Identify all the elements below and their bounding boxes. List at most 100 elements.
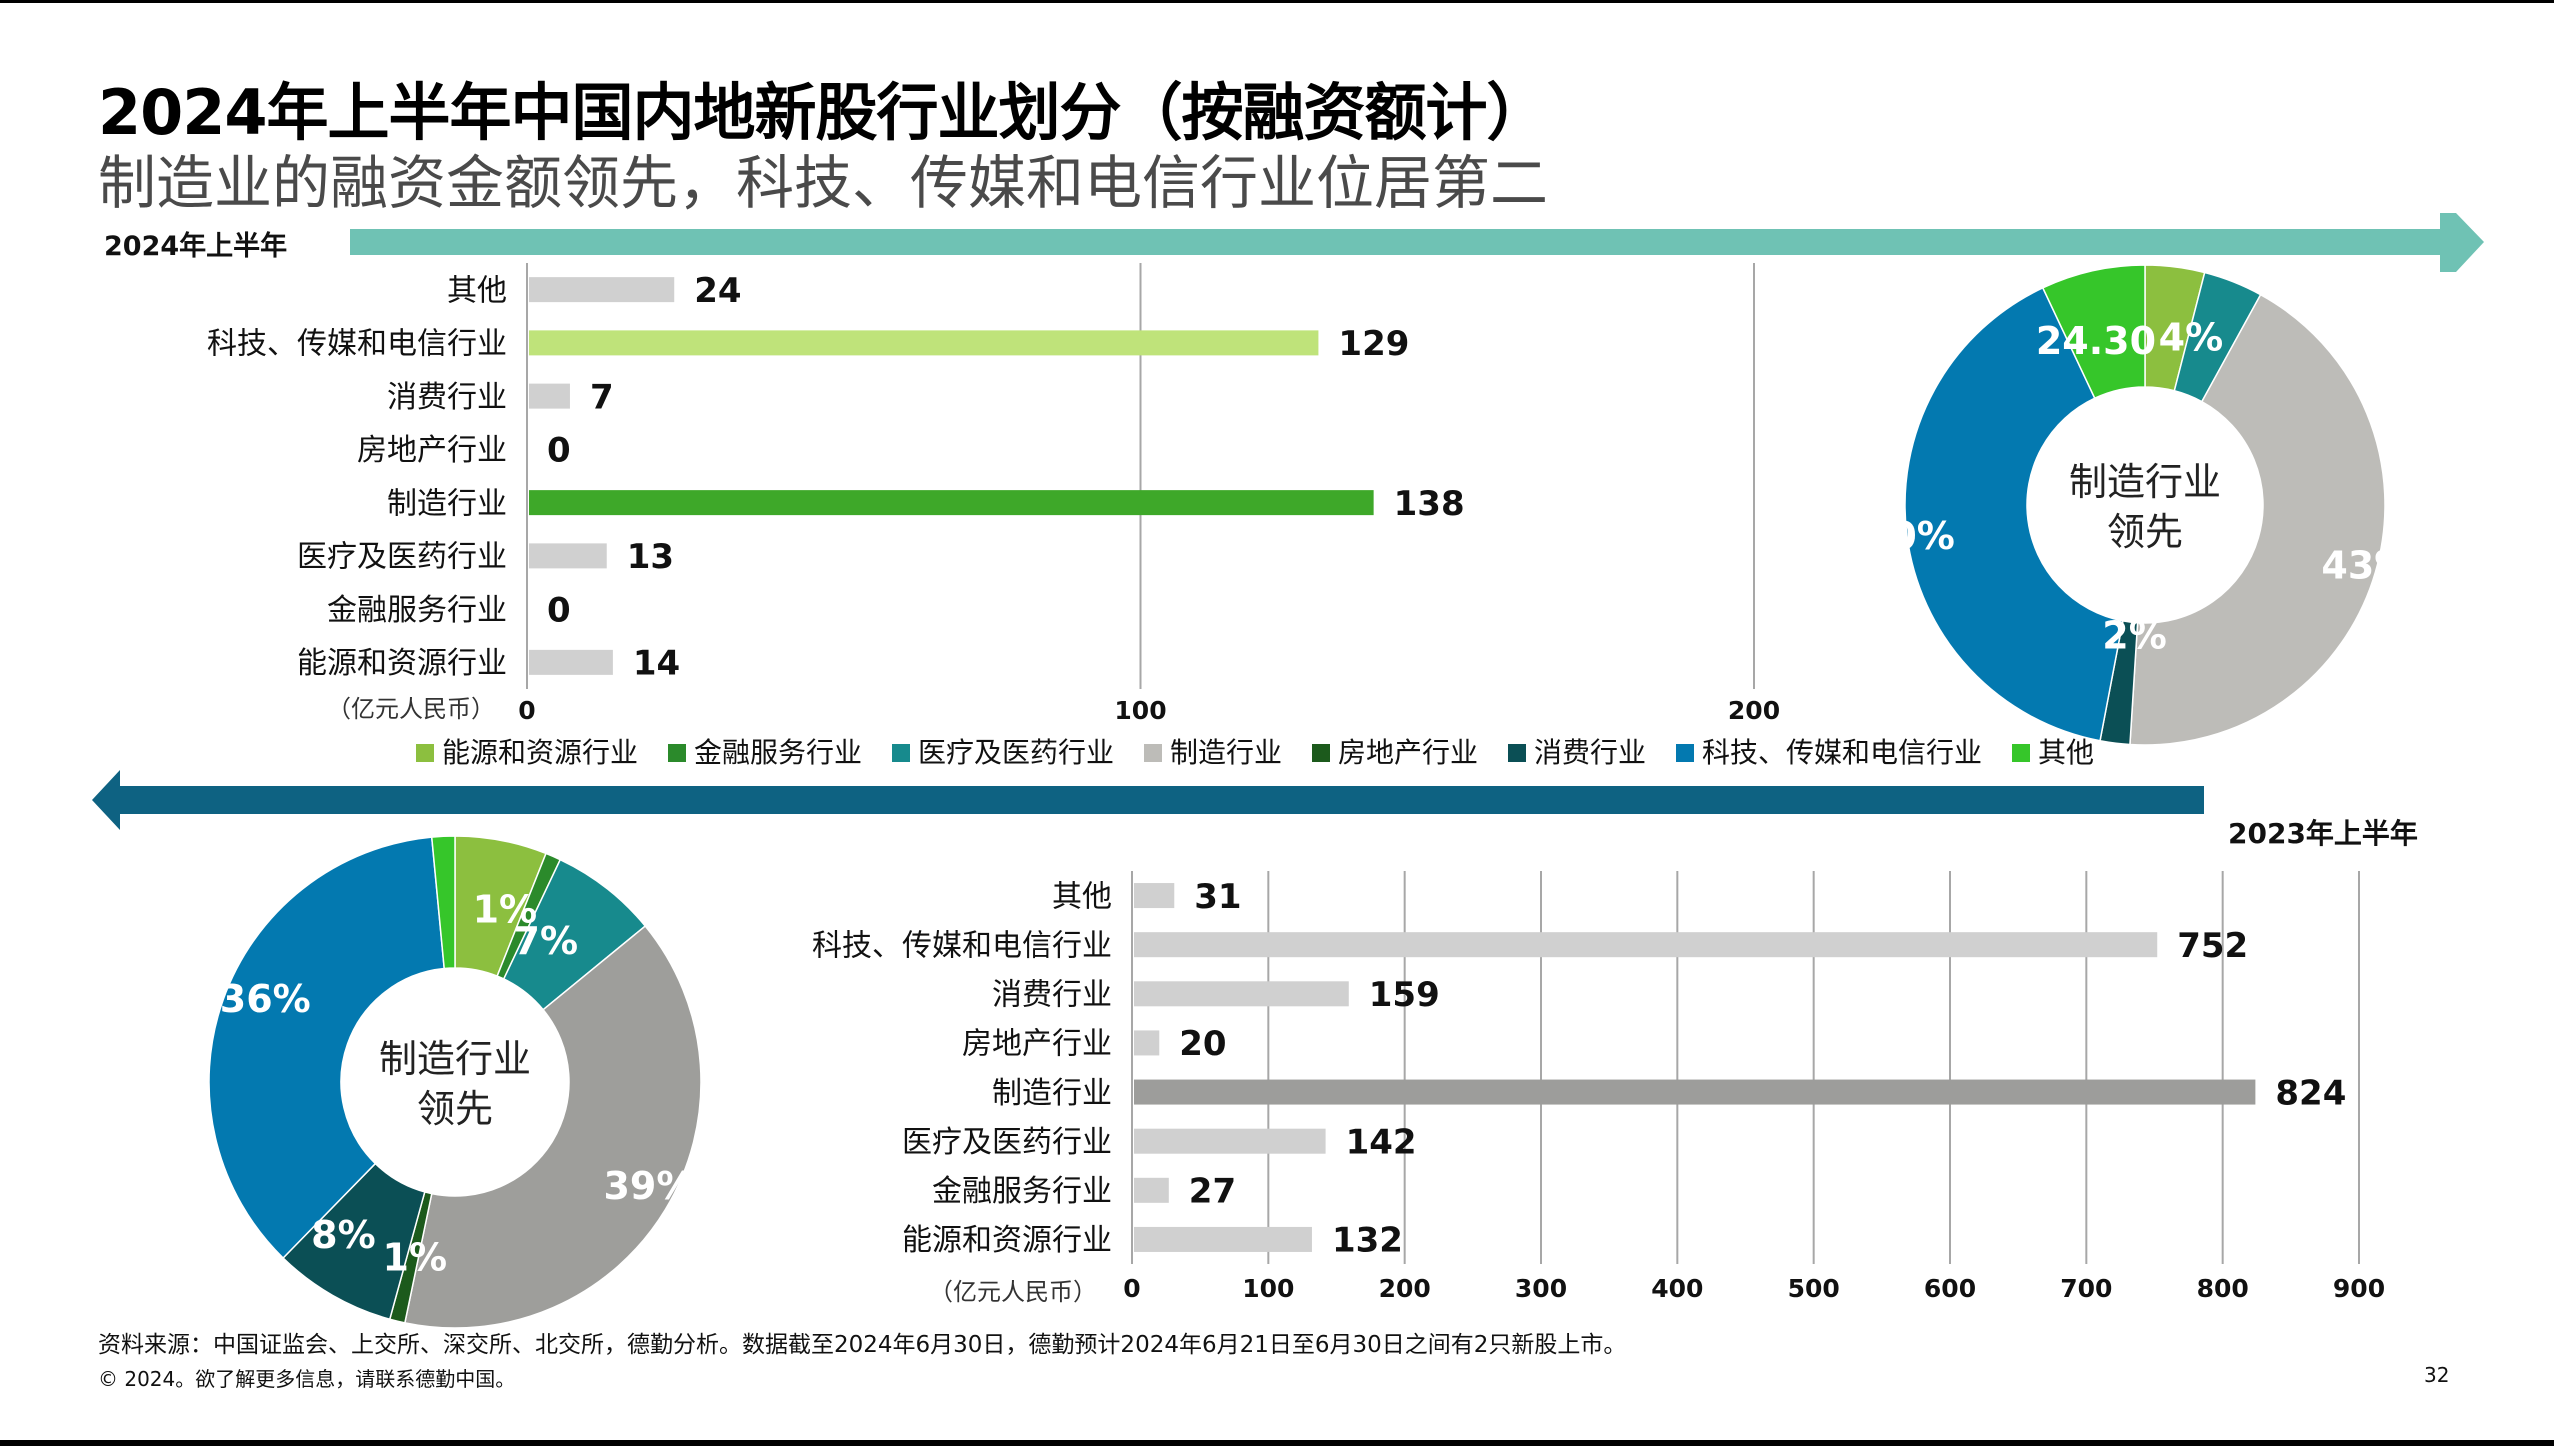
legend-swatch xyxy=(668,744,686,762)
x-tick-label: 700 xyxy=(2060,1274,2112,1303)
bar xyxy=(529,383,570,409)
data-label: 13 xyxy=(627,537,674,577)
category-label: 医疗及医药行业 xyxy=(902,1125,1112,1160)
legend-swatch xyxy=(1312,744,1330,762)
category-label: 消费行业 xyxy=(992,978,1112,1013)
donut-center-label: 制造行业 xyxy=(379,1037,531,1081)
donut-center-label: 领先 xyxy=(2107,510,2183,554)
data-label: 824 xyxy=(2275,1073,2346,1113)
donut-slice-label: 40% xyxy=(1864,514,1955,558)
donut-center-label: 领先 xyxy=(417,1087,493,1131)
legend-swatch xyxy=(1508,744,1526,762)
bar xyxy=(529,543,607,569)
donut-center-label: 制造行业 xyxy=(2069,460,2221,504)
bar xyxy=(1134,981,1349,1007)
bar xyxy=(1134,1030,1160,1056)
legend-label: 房地产行业 xyxy=(1338,736,1478,769)
top-border xyxy=(0,0,2554,3)
bar-chart-h1_2023_bar: 0 100 200 300 400 500 600 700 800 900 其他 31 科技、传媒和电信… xyxy=(812,871,2385,1306)
category-label: 科技、传媒和电信行业 xyxy=(207,327,507,362)
donut-slice xyxy=(403,924,702,1329)
data-label: 20 xyxy=(1179,1024,1226,1064)
donut-slice-label: 24.30 xyxy=(2036,319,2156,363)
legend-label: 医疗及医药行业 xyxy=(918,736,1114,769)
donut-slice-label: 36% xyxy=(220,977,311,1021)
legend-swatch xyxy=(2012,744,2030,762)
category-label: 科技、传媒和电信行业 xyxy=(812,928,1112,963)
page-subtitle: 制造业的融资金额领先，科技、传媒和电信行业位居第二 xyxy=(98,149,1549,217)
donut-slice-label: 4% xyxy=(2159,315,2224,359)
data-label: 0 xyxy=(547,590,571,630)
x-tick-label: 600 xyxy=(1924,1274,1976,1303)
data-label: 14 xyxy=(633,644,680,684)
x-tick-label: 0 xyxy=(518,696,535,725)
x-tick-label: 100 xyxy=(1114,696,1166,725)
page-title: 2024年上半年中国内地新股行业划分（按融资额计） xyxy=(98,76,1549,149)
donut-slice-label: 39% xyxy=(603,1164,694,1208)
category-label: 能源和资源行业 xyxy=(902,1223,1112,1258)
bar xyxy=(529,277,675,303)
category-label: 其他 xyxy=(1052,879,1112,914)
category-label: 金融服务行业 xyxy=(932,1174,1112,1209)
donut-slice xyxy=(430,835,456,970)
legend-swatch xyxy=(1144,744,1162,762)
bar xyxy=(1134,1226,1312,1252)
legend-label: 消费行业 xyxy=(1534,736,1646,769)
data-label: 138 xyxy=(1394,484,1465,524)
donut-slice xyxy=(2041,264,2146,400)
legend-swatch xyxy=(892,744,910,762)
donut-slice-label: 43% xyxy=(2321,544,2412,588)
donut-slice-label: 7% xyxy=(514,919,579,963)
donut-slice-label: 1% xyxy=(473,888,538,932)
x-tick-label: 200 xyxy=(1728,696,1780,725)
copyright-note: © 2024。欲了解更多信息，请联系德勤中国。 xyxy=(98,1367,516,1391)
page-number: 32 xyxy=(2424,1363,2450,1387)
bar xyxy=(1134,932,2158,958)
bar xyxy=(1134,1079,2256,1105)
category-label: 医疗及医药行业 xyxy=(297,540,507,575)
category-label: 制造行业 xyxy=(992,1076,1112,1111)
source-note: 资料来源：中国证监会、上交所、深交所、北交所，德勤分析。数据截至2024年6月3… xyxy=(98,1332,1627,1358)
legend-label: 金融服务行业 xyxy=(694,736,862,769)
donut-slice xyxy=(208,836,446,1260)
bar xyxy=(1134,1177,1169,1203)
category-label: 制造行业 xyxy=(387,486,507,521)
arrow-2024-body xyxy=(350,229,2440,255)
unit-label: （亿元人民币） xyxy=(327,695,495,723)
data-label: 27 xyxy=(1189,1172,1236,1212)
data-label: 159 xyxy=(1369,975,1440,1015)
bar xyxy=(529,490,1374,516)
data-label: 7 xyxy=(590,377,614,417)
category-label: 金融服务行业 xyxy=(327,593,507,628)
arrow-2023-body xyxy=(120,786,2204,814)
bar xyxy=(529,649,613,675)
category-label: 房地产行业 xyxy=(357,433,507,468)
x-tick-label: 0 xyxy=(1123,1274,1140,1303)
legend-label: 能源和资源行业 xyxy=(442,736,638,769)
data-label: 24 xyxy=(694,271,741,311)
x-tick-label: 200 xyxy=(1379,1274,1431,1303)
data-label: 132 xyxy=(1332,1221,1403,1261)
category-label: 能源和资源行业 xyxy=(297,646,507,681)
x-tick-label: 500 xyxy=(1788,1274,1840,1303)
x-tick-label: 900 xyxy=(2333,1274,2385,1303)
legend-label: 制造行业 xyxy=(1170,736,1282,769)
data-label: 129 xyxy=(1338,324,1409,364)
bar xyxy=(529,330,1319,356)
legend-swatch xyxy=(1676,744,1694,762)
donut-slice-label: 8% xyxy=(311,1213,376,1257)
donut-slice-label: 2% xyxy=(2102,613,2167,657)
data-label: 142 xyxy=(1346,1122,1417,1162)
x-tick-label: 100 xyxy=(1242,1274,1294,1303)
bar-chart-h1_2024_bar: 0 100 200 其他 24 科技、传媒和电信行业 129 消费行业 7 房地产行业 0 制造行业 1… xyxy=(207,263,1780,725)
legend-swatch xyxy=(416,744,434,762)
legend-label: 其他 xyxy=(2038,736,2094,769)
period-label-2024: 2024年上半年 xyxy=(104,230,287,262)
legend: 能源和资源行业 金融服务行业 医疗及医药行业 制造行业 房地产行业 消费行业 科技、传媒和电… xyxy=(416,736,2094,769)
unit-label: （亿元人民币） xyxy=(929,1278,1097,1306)
x-tick-label: 300 xyxy=(1515,1274,1567,1303)
x-tick-label: 400 xyxy=(1651,1274,1703,1303)
